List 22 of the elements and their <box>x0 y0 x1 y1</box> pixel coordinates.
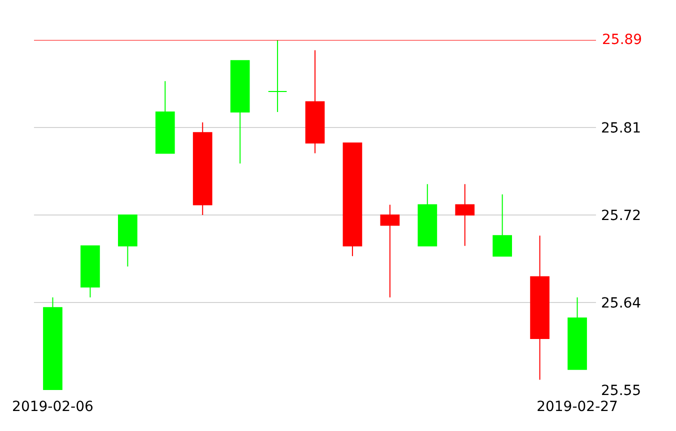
y-tick-label: 25.81 <box>601 120 642 136</box>
candlestick <box>418 184 438 246</box>
candlestick <box>268 40 288 113</box>
candlestick <box>530 235 550 380</box>
candlestick <box>305 50 325 154</box>
x-tick-label: 2019-02-06 <box>12 399 94 415</box>
candlestick <box>568 296 587 370</box>
candlestick <box>342 142 362 257</box>
y-tick-label: 25.55 <box>601 382 642 399</box>
y-tick-label: 25.64 <box>601 295 642 312</box>
candlestick <box>80 245 100 298</box>
candlestick <box>192 122 212 216</box>
candlestick <box>380 204 400 298</box>
candlestick <box>492 194 512 257</box>
candlestick <box>230 60 250 164</box>
candlestick <box>155 80 175 154</box>
ref-line-label: 25.89 <box>602 32 642 48</box>
candlestick <box>118 214 138 267</box>
candlestick <box>43 296 62 390</box>
x-tick-label: 2019-02-27 <box>536 399 618 415</box>
y-tick-label: 25.72 <box>601 208 642 224</box>
candlestick <box>455 184 475 246</box>
